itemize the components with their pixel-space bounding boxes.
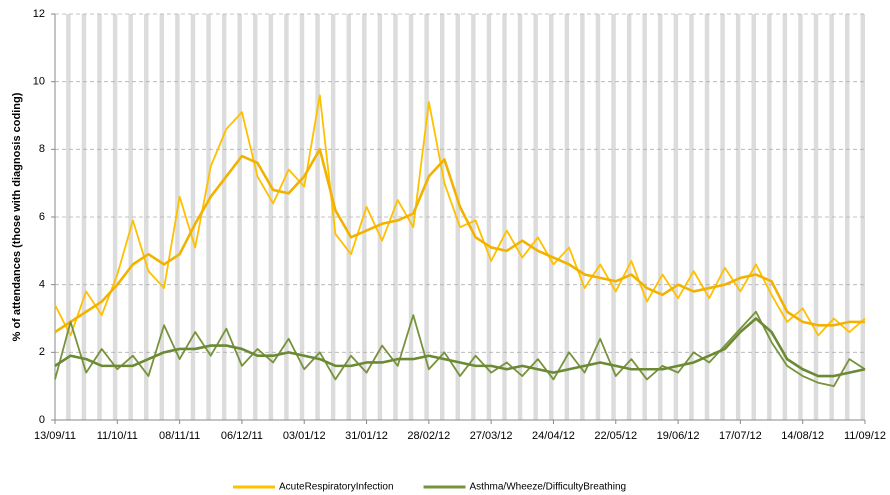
- x-tick-label: 19/06/12: [657, 430, 700, 442]
- weekend-band: [689, 14, 694, 420]
- weekend-band: [486, 14, 492, 420]
- weekend-band: [735, 14, 741, 420]
- weekend-band: [66, 14, 71, 420]
- weekend-band: [253, 14, 258, 420]
- x-tick-label: 31/01/12: [345, 430, 388, 442]
- y-tick-label: 8: [39, 143, 45, 155]
- series-line: [54, 94, 866, 337]
- weekend-band: [408, 14, 414, 420]
- legend-label: Asthma/Wheeze/DifficultyBreathing: [470, 482, 627, 493]
- weekend-band: [112, 14, 118, 420]
- x-tick-label: 22/05/12: [594, 430, 637, 442]
- y-tick-label: 10: [33, 76, 45, 88]
- x-tick-label: 13/09/11: [34, 430, 76, 442]
- x-tick-label: 24/04/12: [532, 430, 575, 442]
- weekend-band: [190, 14, 196, 420]
- weekend-band: [549, 14, 554, 420]
- series-line: [54, 148, 865, 334]
- x-tick-label: 14/08/12: [781, 430, 824, 442]
- weekend-band: [471, 14, 476, 420]
- x-tick-label: 27/03/12: [470, 430, 513, 442]
- weekend-band: [206, 14, 211, 420]
- series-line: [54, 317, 866, 378]
- y-axis-label: % of attendances (those with diagnosis c…: [11, 92, 23, 341]
- weekend-band: [673, 14, 679, 420]
- legend-label: AcuteRespiratoryInfection: [279, 482, 394, 493]
- y-tick-label: 12: [33, 8, 45, 20]
- weekend-band: [346, 14, 351, 420]
- series-line: [54, 310, 866, 388]
- x-tick-label: 11/10/11: [97, 430, 138, 442]
- y-tick-label: 4: [39, 279, 45, 291]
- weekend-band: [268, 14, 274, 420]
- x-tick-label: 03/01/12: [283, 430, 326, 442]
- weekend-band: [128, 14, 133, 420]
- weekend-band: [533, 14, 538, 420]
- y-tick-label: 2: [39, 346, 45, 358]
- weekend-band: [393, 14, 398, 420]
- weekend-band: [751, 14, 756, 420]
- x-tick-label: 11/09/12: [844, 430, 886, 442]
- weekend-band: [829, 14, 834, 420]
- x-tick-label: 08/11/11: [159, 430, 200, 442]
- y-tick-label: 0: [39, 414, 45, 426]
- weekend-band: [813, 14, 819, 420]
- weekend-band: [611, 14, 616, 420]
- x-tick-label: 17/07/12: [719, 430, 762, 442]
- x-tick-label: 28/02/12: [407, 430, 450, 442]
- y-tick-label: 6: [39, 211, 45, 223]
- x-tick-label: 06/12/11: [221, 430, 263, 442]
